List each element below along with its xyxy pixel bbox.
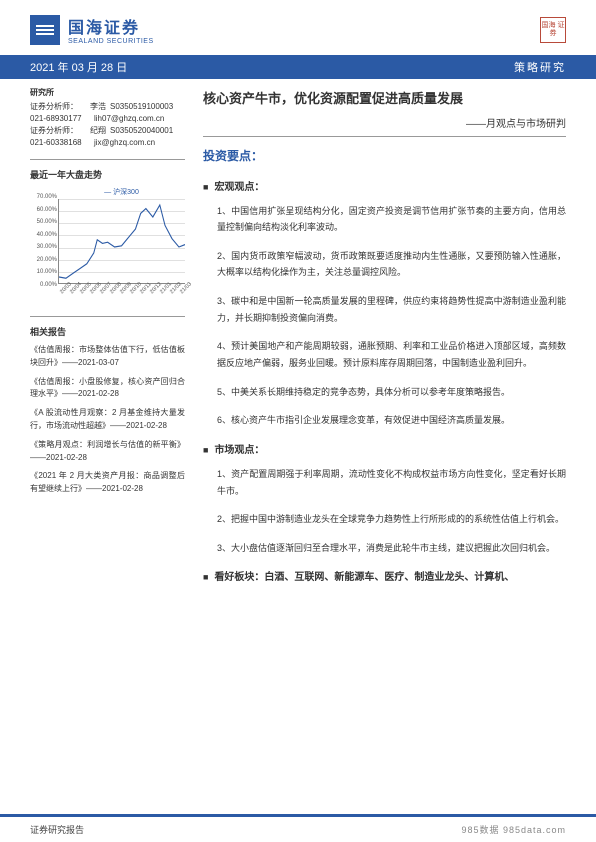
point-paragraph: 3、大小盘估值逐渐回归至合理水平，消费是此轮牛市主线，建议把握此次回归机会。 [217,540,566,557]
point-paragraph: 1、资产配置周期强于利率周期，流动性变化不构成权益市场方向性变化，坚定看好长期牛… [217,466,566,499]
related-report-item: 《估值周报：市场整体估值下行，低估值板块回升》——2021-03-07 [30,344,185,370]
chart-legend: 沪深300 [58,187,185,197]
point-heading: 市场观点： [214,441,264,456]
sidebar: 研究所 证券分析师：李浩 S0350519100003021-68930177 … [30,87,185,595]
point-body: 1、资产配置周期强于利率周期，流动性变化不构成权益市场方向性变化，坚定看好长期牛… [203,466,566,557]
report-date: 2021 年 03 月 28 日 [30,59,127,75]
company-logo [30,15,60,45]
related-report-item: 《策略月观点：利润增长与估值的新平衡》——2021-02-28 [30,439,185,465]
investment-heading: 投资要点： [203,147,566,164]
bullet-icon: ■ [203,445,208,455]
analyst-row: 证券分析师：李浩 S0350519100003 [30,101,185,113]
analyst-heading: 研究所 [30,87,185,99]
point-paragraph: 2、把握中国中游制造业龙头在全球竞争力趋势性上行所形成的的系统性估值上行机会。 [217,511,566,528]
bullet-icon: ■ [203,572,208,582]
related-reports-list: 《估值周报：市场整体估值下行，低估值板块回升》——2021-03-07 《估值周报… [30,344,185,496]
divider [203,136,566,137]
point-block: ■ 宏观观点： 1、中国信用扩张呈现结构分化，固定资产投资是调节信用扩张节奏的主要方… [203,178,566,429]
page-header: 国海证券 SEALAND SECURITIES 国海 证券 [0,0,596,55]
point-heading: 宏观观点： [214,178,264,193]
chart-plot-area: 70.00%60.00%50.00%40.00%30.00%20.00%10.0… [58,199,185,284]
main-column: 核心资产牛市，优化资源配置促进高质量发展 ——月观点与市场研判 投资要点： ■ 宏… [203,87,566,595]
chart-y-axis: 70.00%60.00%50.00%40.00%30.00%20.00%10.0… [31,194,57,288]
point-paragraph: 1、中国信用扩张呈现结构分化，固定资产投资是调节信用扩张节奏的主要方向，信用总量… [217,203,566,236]
bullet-icon: ■ [203,182,208,192]
report-title: 核心资产牛市，优化资源配置促进高质量发展 [203,89,566,109]
analyst-block: 研究所 证券分析师：李浩 S0350519100003021-68930177 … [30,87,185,149]
point-paragraph: 5、中美关系长期维持稳定的竞争态势，具体分析可以参考年度策略报告。 [217,384,566,401]
content-area: 研究所 证券分析师：李浩 S0350519100003021-68930177 … [0,79,596,595]
date-bar: 2021 年 03 月 28 日 策略研究 [0,55,596,79]
related-report-item: 《估值周报：小盘股修复，核心资产回归合理水平》——2021-02-28 [30,376,185,402]
point-body: 1、中国信用扩张呈现结构分化，固定资产投资是调节信用扩张节奏的主要方向，信用总量… [203,203,566,429]
page-footer: 证券研究报告 985数据 985data.com [0,814,596,842]
point-block: ■ 市场观点： 1、资产配置周期强于利率周期，流动性变化不构成权益市场方向性变化，坚… [203,441,566,557]
point-paragraph: 2、国内货币政策窄幅波动，货币政策既要适度推动内生性通胀，又要预防输入性通胀，大… [217,248,566,281]
company-name-cn: 国海证券 [68,14,154,38]
company-name-block: 国海证券 SEALAND SECURITIES [68,14,154,45]
trend-chart: 沪深300 70.00%60.00%50.00%40.00%30.00%20.0… [58,187,185,292]
analyst-row: 021-68930177 lih07@ghzq.com.cn [30,113,185,125]
chart-title: 最近一年大盘走势 [30,168,185,181]
chart-x-axis: 20/0320/0420/0520/0620/0720/0820/0920/10… [59,291,185,297]
chart-line [59,199,185,283]
report-subtitle: ——月观点与市场研判 [203,115,566,130]
footer-watermark: 985数据 985data.com [461,823,566,836]
point-paragraph: 6、核心资产牛市指引企业发展理念变革，有效促进中国经济高质量发展。 [217,412,566,429]
point-paragraph: 3、碳中和是中国新一轮高质量发展的里程碑，供应约束将趋势性提高中游制造业盈利能力… [217,293,566,326]
investment-points: ■ 宏观观点： 1、中国信用扩张呈现结构分化，固定资产投资是调节信用扩张节奏的主要方… [203,178,566,584]
report-category: 策略研究 [514,59,566,75]
analyst-row: 021-60338168 jix@ghzq.com.cn [30,137,185,149]
point-heading: 看好板块：白酒、互联网、新能源车、医疗、制造业龙头、计算机、 [214,568,514,583]
point-block: ■ 看好板块：白酒、互联网、新能源车、医疗、制造业龙头、计算机、 [203,568,566,583]
point-paragraph: 4、预计美国地产和产能周期较弱，通胀预期、利率和工业品价格进入顶部区域，高频数据… [217,338,566,371]
analyst-row: 证券分析师：纪翔 S0350520040001 [30,125,185,137]
related-report-item: 《2021 年 2 月大类资产月报：商品调整后有望继续上行》——2021-02-… [30,470,185,496]
related-report-item: 《A 股流动性月观察：2 月基金维持大量发行，市场流动性超越》——2021-02… [30,407,185,433]
related-title: 相关报告 [30,325,185,338]
divider [30,316,185,317]
company-name-en: SEALAND SECURITIES [68,38,154,45]
footer-left: 证券研究报告 [30,823,84,836]
company-seal: 国海 证券 [540,17,566,43]
divider [30,159,185,160]
